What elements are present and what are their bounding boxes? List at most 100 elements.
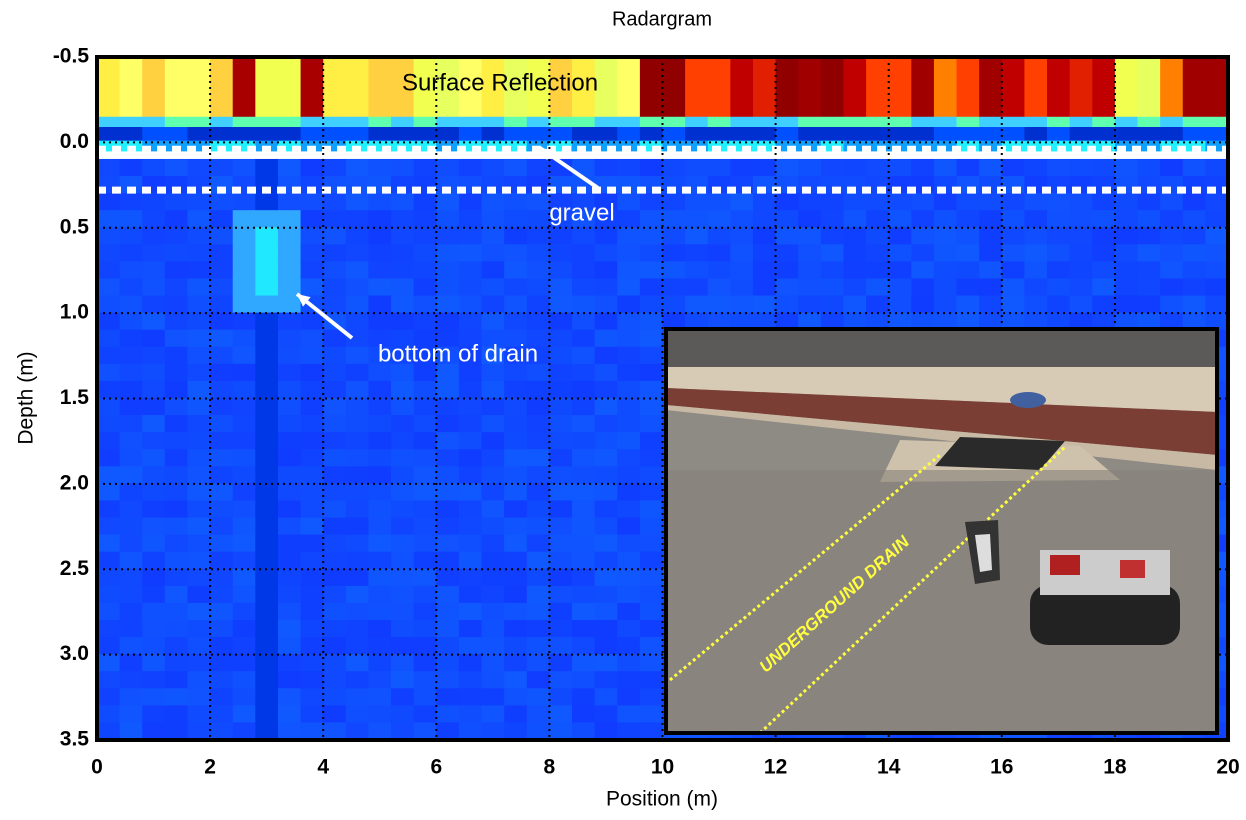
radar-cell bbox=[1205, 158, 1229, 177]
radar-cell bbox=[413, 140, 437, 152]
radar-cell bbox=[481, 158, 505, 177]
radar-cell bbox=[187, 705, 211, 723]
radar-cell bbox=[458, 415, 483, 433]
radar-cell bbox=[368, 193, 392, 211]
radar-cell bbox=[187, 534, 211, 553]
radar-cell bbox=[391, 637, 415, 655]
radar-cell bbox=[164, 585, 188, 604]
radar-cell bbox=[368, 722, 392, 740]
radar-cell bbox=[956, 261, 980, 279]
radar-cell bbox=[413, 568, 437, 587]
radar-cell bbox=[504, 116, 528, 128]
radar-cell bbox=[255, 568, 279, 587]
radar-cell bbox=[300, 483, 324, 501]
radar-cell bbox=[843, 295, 867, 314]
radar-cell bbox=[1182, 244, 1206, 262]
radar-cell bbox=[504, 654, 528, 672]
radar-cell bbox=[368, 312, 392, 331]
radar-cell bbox=[1137, 295, 1161, 314]
radar-cell bbox=[458, 244, 483, 262]
radar-cell bbox=[752, 193, 777, 211]
radar-cell bbox=[820, 210, 844, 228]
y-tick-label: 3.5 bbox=[60, 728, 90, 751]
radar-cell bbox=[888, 227, 912, 245]
radar-cell bbox=[142, 466, 166, 484]
radar-cell bbox=[526, 57, 550, 118]
radar-cell bbox=[526, 466, 550, 484]
radar-cell bbox=[1160, 244, 1184, 262]
radar-cell bbox=[617, 449, 641, 467]
radar-cell bbox=[164, 193, 188, 211]
radar-cell bbox=[820, 57, 844, 118]
radar-cell bbox=[481, 193, 505, 211]
radar-cell bbox=[617, 722, 641, 740]
radar-cell bbox=[572, 398, 596, 416]
radar-cell bbox=[1092, 261, 1116, 279]
radar-cell bbox=[142, 210, 166, 228]
radar-cell bbox=[119, 363, 143, 382]
radar-cell bbox=[1182, 116, 1206, 128]
radar-cell bbox=[413, 261, 437, 279]
radar-cell bbox=[820, 193, 844, 211]
radar-cell bbox=[119, 415, 143, 433]
radar-cell bbox=[391, 116, 415, 128]
radar-cell bbox=[277, 654, 302, 672]
radar-cell bbox=[504, 193, 528, 211]
radar-cell bbox=[300, 158, 324, 177]
radar-cell bbox=[481, 116, 505, 128]
y-tick-label: 1.5 bbox=[60, 386, 90, 409]
radar-cell bbox=[210, 295, 234, 314]
radar-cell bbox=[572, 688, 596, 706]
radar-cell bbox=[458, 380, 483, 399]
radar-cell bbox=[1047, 312, 1071, 331]
radar-cell bbox=[277, 449, 302, 467]
radar-cell bbox=[1001, 193, 1025, 211]
radar-cell bbox=[391, 585, 415, 604]
radar-cell bbox=[142, 688, 166, 706]
radar-cell bbox=[277, 312, 302, 331]
radar-cell bbox=[775, 227, 799, 245]
radar-cell bbox=[1092, 158, 1116, 177]
radar-cell bbox=[504, 500, 528, 519]
radar-cell bbox=[549, 363, 573, 382]
radar-cell bbox=[504, 551, 528, 570]
radar-cell bbox=[255, 449, 279, 467]
radar-cell bbox=[572, 127, 596, 142]
radar-cell bbox=[164, 176, 188, 194]
radar-cell bbox=[572, 705, 596, 723]
radar-cell bbox=[368, 210, 392, 228]
radar-cell bbox=[1160, 158, 1184, 177]
radar-cell bbox=[639, 227, 663, 245]
radar-cell bbox=[277, 363, 302, 382]
radar-cell bbox=[820, 127, 844, 142]
radar-cell bbox=[549, 380, 573, 399]
radar-cell bbox=[504, 295, 528, 314]
radar-cell bbox=[210, 329, 234, 348]
radar-cell bbox=[436, 466, 460, 484]
radar-cell bbox=[232, 568, 256, 587]
radar-cell bbox=[345, 346, 369, 365]
radar-cell bbox=[391, 654, 415, 672]
radar-cell bbox=[277, 671, 302, 689]
radar-cell bbox=[391, 295, 415, 314]
radar-cell bbox=[956, 193, 980, 211]
radar-cell bbox=[436, 483, 460, 501]
radar-cell bbox=[639, 534, 663, 553]
radar-cell bbox=[368, 432, 392, 450]
radar-cell bbox=[413, 585, 437, 604]
radar-cell bbox=[413, 295, 437, 314]
radar-cell bbox=[436, 637, 460, 655]
radar-cell bbox=[300, 380, 324, 399]
radar-cell bbox=[1160, 261, 1184, 279]
radar-cell bbox=[210, 500, 234, 519]
radar-cell bbox=[1160, 193, 1184, 211]
radar-cell bbox=[210, 346, 234, 365]
radar-cell bbox=[594, 193, 618, 211]
radar-cell bbox=[481, 312, 505, 331]
radar-cell bbox=[639, 500, 663, 519]
radar-cell bbox=[187, 329, 211, 348]
radar-cell bbox=[368, 568, 392, 587]
radar-cell bbox=[436, 398, 460, 416]
radar-cell bbox=[187, 500, 211, 519]
radar-cell bbox=[255, 244, 279, 262]
